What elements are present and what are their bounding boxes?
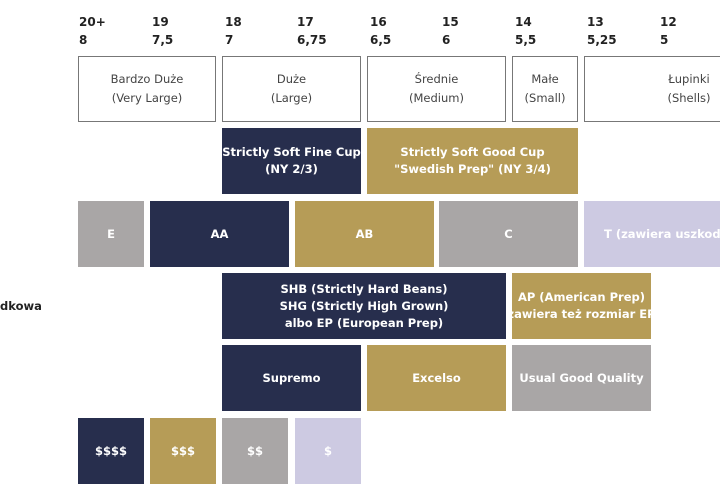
grade-strictly-soft-good-cup: Strictly Soft Good Cup "Swedish Prep" (N…	[367, 128, 578, 194]
price-1: $	[295, 418, 361, 484]
size-very-large: Bardzo Duże (Very Large)	[78, 56, 216, 122]
screen-mm: 5,5	[515, 33, 537, 47]
size-label: Duże	[276, 72, 307, 86]
size-label-en: (Very Large)	[111, 91, 183, 105]
screen-size-14: 14 5,5	[515, 13, 536, 49]
size-label: Średnie	[414, 72, 459, 86]
size-label-en: (Small)	[524, 91, 566, 105]
screen-size-18: 18 7	[225, 13, 242, 49]
size-small: Małe (Small)	[512, 56, 578, 122]
screen-number: 13	[587, 15, 604, 29]
grade-e: E	[78, 201, 144, 267]
screen-mm: 7,5	[152, 33, 174, 47]
screen-mm: 6,75	[297, 33, 327, 47]
screen-mm: 5	[660, 33, 669, 47]
grade-label: Strictly Soft Fine Cup	[222, 145, 361, 159]
price-3: $$$	[150, 418, 216, 484]
screen-size-13: 13 5,25	[587, 13, 617, 49]
screen-number: 12	[660, 15, 677, 29]
screen-number: 17	[297, 15, 314, 29]
size-label: Małe	[531, 72, 559, 86]
grade-supremo: Supremo	[222, 345, 361, 411]
screen-size-20: 20+ 8	[79, 13, 106, 49]
row-label-central-america: dkowa	[0, 299, 42, 313]
grade-label: "Swedish Prep" (NY 3/4)	[394, 162, 551, 176]
grade-label: zawiera też rozmiar EP	[512, 307, 651, 321]
screen-mm: 6	[442, 33, 451, 47]
size-label-en: (Large)	[270, 91, 313, 105]
size-medium: Średnie (Medium)	[367, 56, 506, 122]
grade-excelso: Excelso	[367, 345, 506, 411]
size-label: Łupinki	[668, 72, 710, 86]
grade-ab: AB	[295, 201, 434, 267]
screen-number: 20+	[79, 15, 106, 29]
screen-size-12: 12 5	[660, 13, 677, 49]
grade-label: SHG (Strictly High Grown)	[279, 298, 449, 313]
grade-label: (NY 2/3)	[265, 162, 318, 176]
grade-shb-shg-ep: SHB (Strictly Hard Beans) SHG (Strictly …	[222, 273, 506, 339]
grade-aa: AA	[150, 201, 289, 267]
screen-size-19: 19 7,5	[152, 13, 173, 49]
size-shells: Łupinki (Shells)	[584, 56, 720, 122]
grade-usual-good-quality: Usual Good Quality	[512, 345, 651, 411]
grade-t: T (zawiera uszkodzone)	[584, 201, 720, 267]
grade-label: Strictly Soft Good Cup	[400, 145, 545, 159]
grade-label: SHB (Strictly Hard Beans)	[280, 281, 448, 296]
screen-size-16: 16 6,5	[370, 13, 391, 49]
screen-number: 19	[152, 15, 169, 29]
screen-number: 14	[515, 15, 532, 29]
grade-c: C	[439, 201, 578, 267]
screen-number: 15	[442, 15, 459, 29]
size-label: Bardzo Duże	[110, 72, 184, 86]
grade-ap: AP (American Prep) zawiera też rozmiar E…	[512, 273, 651, 339]
screen-number: 18	[225, 15, 242, 29]
size-label-en: (Shells)	[667, 91, 711, 105]
screen-size-15: 15 6	[442, 13, 459, 49]
grade-label: albo EP (European Prep)	[284, 315, 444, 330]
screen-size-17: 17 6,75	[297, 13, 327, 49]
screen-mm: 8	[79, 33, 88, 47]
screen-number: 16	[370, 15, 387, 29]
size-large: Duże (Large)	[222, 56, 361, 122]
price-4: $$$$	[78, 418, 144, 484]
size-label-en: (Medium)	[409, 91, 464, 105]
screen-mm: 6,5	[370, 33, 392, 47]
screen-mm: 7	[225, 33, 234, 47]
screen-mm: 5,25	[587, 33, 617, 47]
grade-strictly-soft-fine-cup: Strictly Soft Fine Cup (NY 2/3)	[222, 128, 361, 194]
grade-label: AP (American Prep)	[517, 290, 646, 304]
price-2: $$	[222, 418, 288, 484]
